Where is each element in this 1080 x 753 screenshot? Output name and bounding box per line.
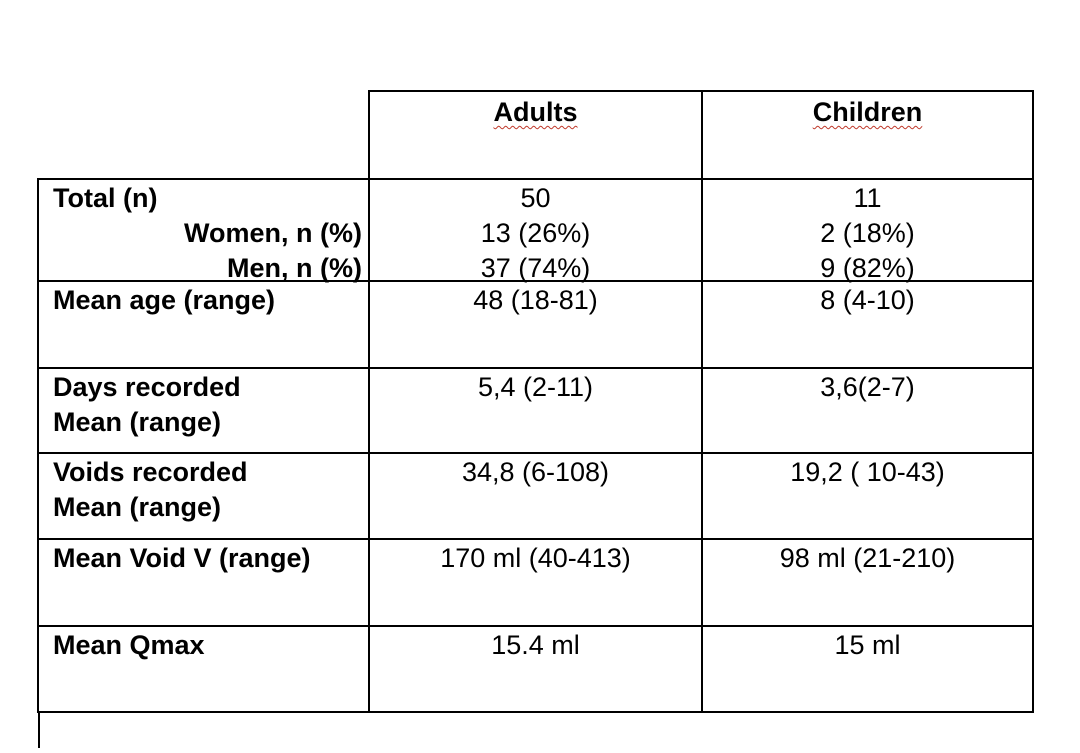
children-mean-qmax: 15 ml: [834, 630, 901, 660]
row-adults-mean-qmax: 15.4 ml: [368, 625, 703, 713]
adults-women: 13 (26%): [480, 218, 591, 248]
label-days-mean-range: Mean (range): [53, 407, 222, 437]
children-women: 2 (18%): [820, 218, 915, 248]
text-cursor: [38, 713, 40, 748]
children-days-recorded: 3,6(2-7): [820, 372, 915, 402]
row-adults-mean-void-v: 170 ml (40-413): [368, 538, 703, 627]
children-mean-age: 8 (4-10): [820, 285, 915, 315]
adults-mean-qmax: 15.4 ml: [491, 630, 580, 660]
row-children-mean-void-v: 98 ml (21-210): [701, 538, 1034, 627]
adults-men: 37 (74%): [480, 253, 591, 283]
label-mean-void-v: Mean Void V (range): [53, 543, 311, 573]
label-mean-age: Mean age (range): [53, 285, 276, 315]
row-adults-mean-age: 48 (18-81): [368, 280, 703, 369]
label-voids-mean-range: Mean (range): [53, 492, 222, 522]
label-voids-recorded: Voids recorded: [53, 457, 248, 487]
children-total-n: 11: [853, 183, 882, 213]
header-children: Children: [812, 97, 923, 127]
row-children-mean-qmax: 15 ml: [701, 625, 1034, 713]
adults-total-n: 50: [520, 183, 551, 213]
label-total-n: Total (n): [53, 183, 158, 213]
row-children-total: 11 2 (18%) 9 (82%): [701, 178, 1034, 283]
row-label-days-recorded: Days recorded Mean (range): [37, 367, 370, 454]
row-children-voids-recorded: 19,2 ( 10-43): [701, 452, 1034, 540]
row-label-voids-recorded: Voids recorded Mean (range): [37, 452, 370, 540]
label-women: Women, n (%): [184, 218, 362, 248]
children-mean-void-v: 98 ml (21-210): [779, 543, 956, 573]
row-label-mean-void-v: Mean Void V (range): [37, 538, 370, 627]
row-adults-days-recorded: 5,4 (2-11): [368, 367, 703, 454]
row-children-days-recorded: 3,6(2-7): [701, 367, 1034, 454]
adults-mean-age: 48 (18-81): [473, 285, 598, 315]
header-adults-cell: Adults: [368, 90, 703, 180]
row-label-mean-age: Mean age (range): [37, 280, 370, 369]
label-men: Men, n (%): [227, 253, 362, 283]
adults-days-recorded: 5,4 (2-11): [477, 372, 594, 402]
row-adults-total: 50 13 (26%) 37 (74%): [368, 178, 703, 283]
label-days-recorded: Days recorded: [53, 372, 241, 402]
header-children-cell: Children: [701, 90, 1034, 180]
adults-mean-void-v: 170 ml (40-413): [440, 543, 631, 573]
adults-voids-recorded: 34,8 (6-108): [461, 457, 610, 487]
row-children-mean-age: 8 (4-10): [701, 280, 1034, 369]
row-label-total: Total (n) Women, n (%) Men, n (%): [37, 178, 370, 283]
label-mean-qmax: Mean Qmax: [53, 630, 205, 660]
row-adults-voids-recorded: 34,8 (6-108): [368, 452, 703, 540]
children-voids-recorded: 19,2 ( 10-43): [790, 457, 945, 487]
row-label-mean-qmax: Mean Qmax: [37, 625, 370, 713]
children-men: 9 (82%): [820, 253, 915, 283]
header-adults: Adults: [493, 97, 578, 127]
